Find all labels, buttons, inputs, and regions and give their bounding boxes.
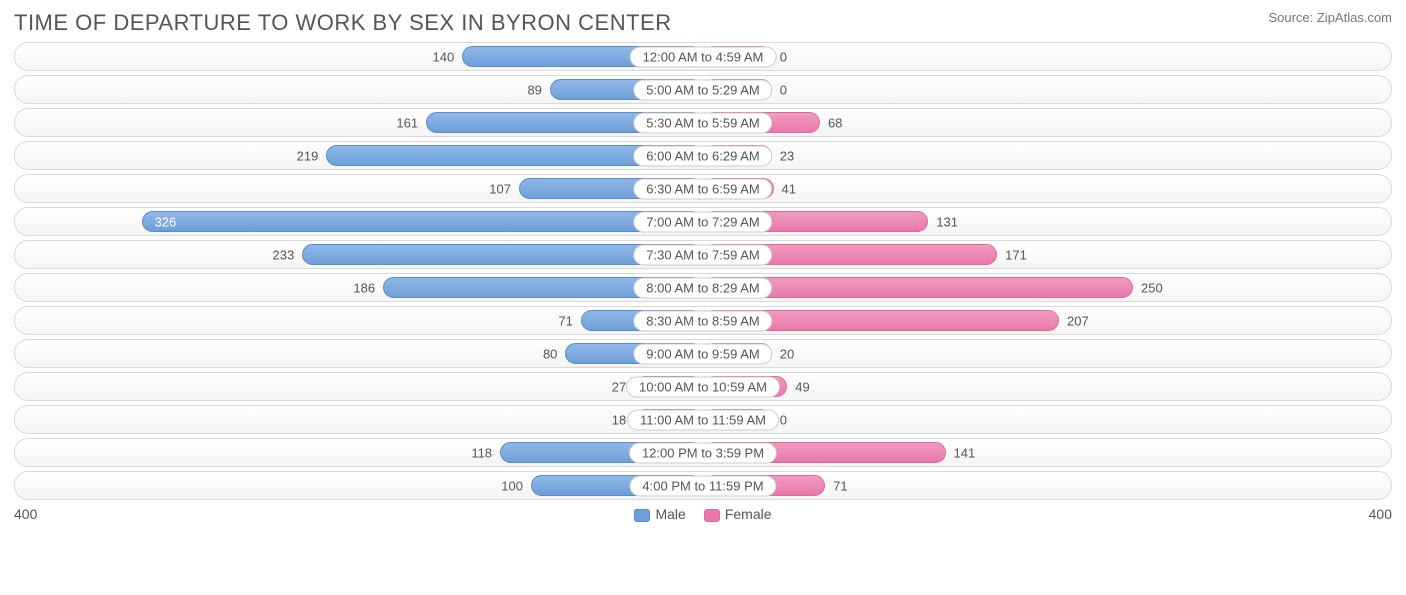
female-value-label: 49 [795,379,809,394]
chart-source: Source: ZipAtlas.com [1268,10,1392,25]
category-label: 12:00 PM to 3:59 PM [629,442,777,463]
legend-female: Female [704,506,772,522]
legend-male: Male [634,506,685,522]
male-value-label: 71 [558,313,572,328]
female-swatch-icon [704,509,720,522]
male-value-label: 326 [155,214,177,229]
chart-row: 186 250 8:00 AM to 8:29 AM [14,273,1392,302]
category-label: 5:00 AM to 5:29 AM [633,79,772,100]
chart-row: 27 49 10:00 AM to 10:59 AM [14,372,1392,401]
male-value-label: 140 [433,49,455,64]
male-bar [142,211,703,232]
chart-row: 219 23 6:00 AM to 6:29 AM [14,141,1392,170]
chart-row: 80 20 9:00 AM to 9:59 AM [14,339,1392,368]
female-value-label: 207 [1067,313,1089,328]
chart-area: 140012:00 AM to 4:59 AM8905:00 AM to 5:2… [14,42,1392,500]
chart-row: 18 011:00 AM to 11:59 AM [14,405,1392,434]
category-label: 7:00 AM to 7:29 AM [633,211,772,232]
legend-female-label: Female [725,506,772,522]
female-value-label: 20 [780,346,794,361]
male-value-label: 107 [489,181,511,196]
male-value-label: 118 [471,445,492,460]
male-value-label: 161 [396,115,418,130]
category-label: 10:00 AM to 10:59 AM [626,376,780,397]
legend: Male Female [634,506,771,522]
category-label: 9:00 AM to 9:59 AM [633,343,772,364]
female-value-label: 131 [936,214,958,229]
category-label: 12:00 AM to 4:59 AM [630,46,777,67]
female-value-label: 171 [1005,247,1027,262]
female-value-label: 0 [780,82,787,97]
category-label: 6:00 AM to 6:29 AM [633,145,772,166]
category-label: 8:30 AM to 8:59 AM [633,310,772,331]
category-label: 5:30 AM to 5:59 AM [633,112,772,133]
male-value-label: 80 [543,346,557,361]
male-value-label: 89 [527,82,541,97]
male-value-label: 100 [501,478,523,493]
chart-row: 233 171 7:30 AM to 7:59 AM [14,240,1392,269]
chart-row: 140 012:00 AM to 4:59 AM [14,42,1392,71]
legend-male-label: Male [655,506,685,522]
male-swatch-icon [634,509,650,522]
female-value-label: 68 [828,115,842,130]
female-value-label: 41 [782,181,796,196]
chart-row: 161 68 5:30 AM to 5:59 AM [14,108,1392,137]
male-value-label: 18 [612,412,626,427]
female-value-label: 71 [833,478,847,493]
chart-row: 107 41 6:30 AM to 6:59 AM [14,174,1392,203]
female-value-label: 0 [780,49,787,64]
chart-row: 71 207 8:30 AM to 8:59 AM [14,306,1392,335]
male-value-label: 27 [612,379,626,394]
chart-row: 89 0 5:00 AM to 5:29 AM [14,75,1392,104]
axis-right-max: 400 [1369,506,1392,522]
chart-title: TIME OF DEPARTURE TO WORK BY SEX IN BYRO… [14,10,672,36]
chart-row: 100 71 4:00 PM to 11:59 PM [14,471,1392,500]
female-value-label: 0 [780,412,787,427]
category-label: 4:00 PM to 11:59 PM [629,475,776,496]
female-value-label: 23 [780,148,794,163]
female-value-label: 141 [954,445,976,460]
chart-row: 326 131 7:00 AM to 7:29 AM [14,207,1392,236]
category-label: 6:30 AM to 6:59 AM [633,178,772,199]
category-label: 11:00 AM to 11:59 AM [627,409,779,430]
female-value-label: 250 [1141,280,1163,295]
male-value-label: 219 [297,148,319,163]
axis-left-max: 400 [14,506,37,522]
male-value-label: 233 [273,247,295,262]
category-label: 7:30 AM to 7:59 AM [633,244,772,265]
category-label: 8:00 AM to 8:29 AM [633,277,772,298]
chart-row: 118 141 12:00 PM to 3:59 PM [14,438,1392,467]
male-value-label: 186 [353,280,375,295]
